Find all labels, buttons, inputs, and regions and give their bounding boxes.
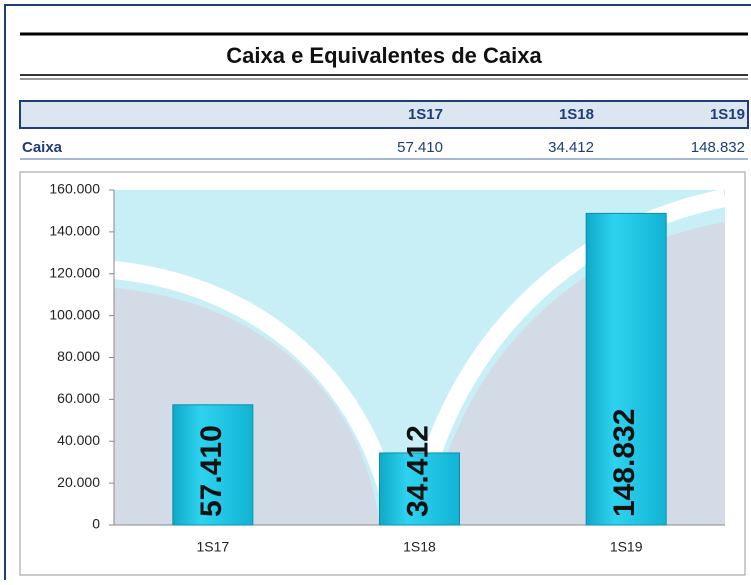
bar — [585, 212, 667, 526]
table-header — [19, 100, 749, 129]
value-label: 34.412 — [401, 425, 434, 517]
title: Caixa e Equivalentes de Caixa — [226, 43, 542, 68]
y-tick-label: 0 — [92, 516, 100, 532]
cell: 148.832 — [691, 139, 745, 156]
x-tick-label: 1S18 — [403, 539, 436, 555]
x-tick-label: 1S19 — [610, 539, 643, 555]
row-label: Caixa — [22, 139, 63, 156]
y-tick-label: 80.000 — [57, 348, 100, 364]
column-header: 1S18 — [559, 106, 594, 123]
y-tick-label: 120.000 — [49, 264, 100, 280]
column-header: 1S19 — [710, 106, 745, 123]
y-tick-label: 40.000 — [57, 432, 100, 448]
y-tick-label: 20.000 — [57, 474, 100, 490]
bar — [379, 452, 460, 526]
y-tick-label: 140.000 — [49, 223, 100, 239]
bar — [172, 404, 254, 526]
column-header: 1S17 — [408, 106, 443, 123]
cell: 57.410 — [397, 139, 443, 156]
x-tick-label: 1S17 — [196, 539, 229, 555]
y-tick-label: 100.000 — [49, 306, 100, 322]
value-label: 148.832 — [608, 409, 641, 517]
y-tick-label: 160.000 — [49, 181, 100, 197]
cell: 34.412 — [548, 139, 594, 156]
frame — [4, 4, 751, 580]
y-tick-label: 60.000 — [57, 390, 100, 406]
table: 1S17 1S18 1S19 Caixa 57.410 34.412 148.832 — [22, 106, 745, 156]
plot: 0 20.000 40.000 60.000 80.000 100.000 120.000 1… — [49, 181, 725, 555]
value-label: 57.410 — [195, 425, 228, 517]
